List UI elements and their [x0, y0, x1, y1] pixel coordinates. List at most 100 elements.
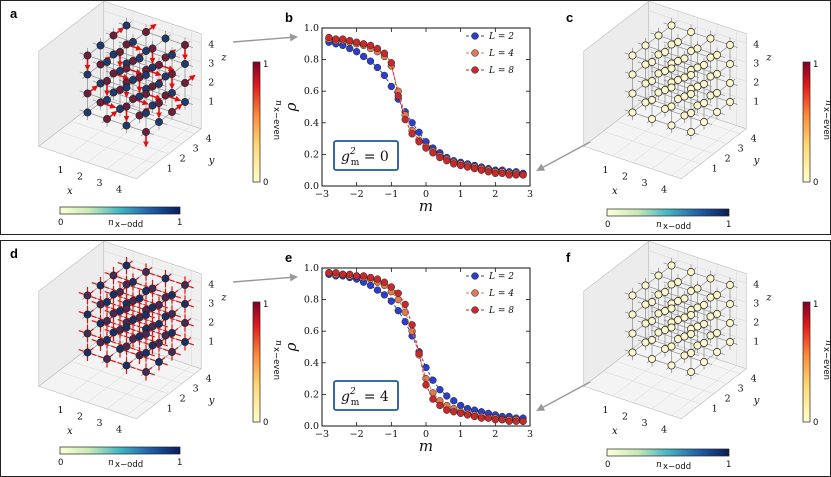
- lattice-link: [650, 310, 725, 336]
- red-dash-link: [111, 307, 117, 311]
- red-dash-link: [78, 292, 84, 295]
- lattice-site: [726, 79, 734, 87]
- red-dash-link: [130, 309, 136, 312]
- red-dash-link: [174, 328, 179, 332]
- data-point: [353, 272, 361, 280]
- lattice-site: [674, 57, 682, 65]
- x-tick-label: −1: [384, 429, 398, 440]
- lattice-site: [713, 89, 721, 97]
- pointer-arrow: [536, 141, 591, 171]
- red-dash-link: [104, 310, 110, 313]
- lattice-site: [129, 316, 137, 324]
- lattice-site: [161, 293, 170, 302]
- red-dash-link: [188, 323, 194, 327]
- lattice-site: [168, 70, 176, 78]
- lattice-site: [155, 339, 163, 347]
- lattice-link: [79, 109, 154, 135]
- red-dash-link: [89, 290, 94, 294]
- red-dash-link: [162, 362, 168, 366]
- lattice-link: [637, 339, 712, 365]
- y-axis-label: y: [208, 155, 215, 166]
- colorbar-odd-max: 1: [177, 458, 182, 468]
- lattice-site: [96, 300, 105, 309]
- red-dash-link: [161, 357, 166, 361]
- data-point: [394, 289, 402, 297]
- red-dash-link: [188, 304, 194, 308]
- lattice-site: [674, 335, 682, 343]
- red-dash-link: [150, 358, 156, 362]
- lattice-site: [687, 368, 695, 376]
- lattice-site: [168, 310, 176, 318]
- data-point: [477, 166, 486, 174]
- pointer-arrow: [232, 33, 298, 43]
- z-tick-label: 1: [753, 96, 759, 107]
- lattice-link: [105, 32, 180, 58]
- red-dash-link: [117, 276, 123, 279]
- lattice-site: [142, 330, 150, 338]
- lattice-site: [687, 128, 695, 136]
- lattice-site: [122, 121, 131, 130]
- data-point: [353, 38, 361, 46]
- x-axis-label: m: [419, 197, 433, 215]
- red-dash-link: [156, 294, 162, 297]
- red-dash-link: [91, 353, 97, 356]
- data-point: [519, 171, 527, 179]
- lattice-site: [693, 284, 702, 293]
- data-point: [429, 376, 437, 384]
- lattice-site: [667, 361, 676, 370]
- colorbar-even-bar: [802, 61, 811, 183]
- data-point: [498, 169, 506, 178]
- red-dash-link: [175, 314, 181, 318]
- chart-panel: −3 −2 −1 0 1 2 3 0.0 0.2 0.4 0.6 0.8 1.0 m ρ L = 2 L = 4…: [282, 263, 533, 455]
- z-tick-label: 2: [208, 317, 214, 328]
- red-dash-link: [91, 282, 97, 285]
- data-point: [450, 160, 458, 168]
- z-tick-label: 4: [208, 39, 214, 50]
- red-dash-link: [175, 295, 181, 299]
- lattice-site: [641, 79, 650, 88]
- data-point: [519, 417, 527, 425]
- y-tick-label: 0.8: [304, 55, 319, 66]
- lattice-site: [142, 109, 150, 117]
- data-point: [380, 278, 389, 286]
- lattice-site: [687, 90, 695, 98]
- data-point: [470, 412, 479, 421]
- red-dash-link: [149, 272, 155, 276]
- lattice-site: [667, 21, 676, 30]
- lattice-site: [122, 40, 131, 49]
- data-point: [339, 35, 347, 43]
- red-dash-link: [78, 330, 84, 333]
- lattice-site: [161, 72, 170, 81]
- lattice-site: [135, 92, 144, 101]
- lattice-site: [109, 69, 118, 78]
- lattice-site: [667, 64, 676, 73]
- y-tick-label: 3: [738, 384, 744, 395]
- lattice-site: [122, 361, 131, 370]
- lattice-site: [142, 287, 150, 295]
- data-point: [477, 414, 486, 422]
- lattice-site: [181, 98, 189, 106]
- lattice-site: [726, 41, 734, 49]
- lattice-link: [79, 90, 154, 116]
- lattice-site: [122, 64, 131, 73]
- lattice-site: [109, 309, 118, 318]
- red-dash-link: [175, 352, 181, 356]
- lattice-link: [663, 262, 738, 288]
- data-point: [443, 157, 451, 165]
- red-dash-link: [130, 328, 136, 331]
- x-tick-label: 2: [622, 412, 628, 423]
- data-point: [387, 297, 395, 305]
- lattice-site: [168, 108, 176, 116]
- lattice-site: [148, 303, 157, 312]
- x-tick-label: 2: [622, 172, 628, 183]
- lattice-site: [628, 348, 637, 357]
- panel-letter: d: [10, 246, 18, 261]
- lattice-site: [648, 115, 656, 123]
- colorbar-even-sub: x−even: [271, 347, 281, 380]
- red-dash-link: [137, 311, 143, 315]
- lattice-site: [628, 70, 637, 79]
- panel-letter: b: [285, 10, 293, 25]
- lattice-link: [624, 109, 699, 135]
- colorbar-even-label-group: nx−even: [821, 340, 831, 380]
